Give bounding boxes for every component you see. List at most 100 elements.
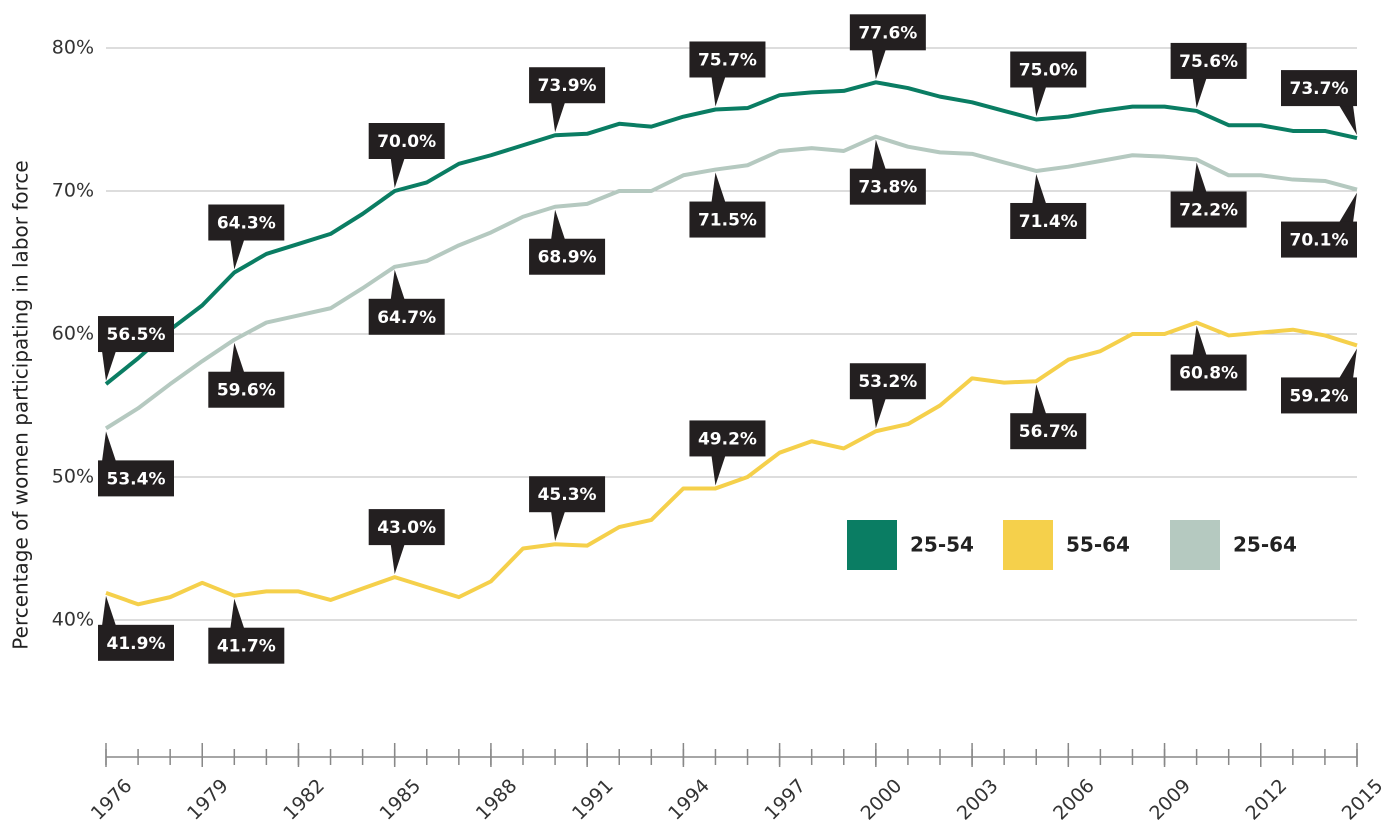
data-label: 75.0% bbox=[1019, 61, 1078, 81]
data-label: 70.1% bbox=[1290, 231, 1349, 251]
callout-box bbox=[849, 168, 926, 205]
callout: 43.0% bbox=[368, 509, 445, 575]
callout-pointer bbox=[871, 49, 886, 80]
callout-box bbox=[1010, 202, 1087, 239]
callout-pointer bbox=[390, 158, 405, 188]
callout-box bbox=[1170, 191, 1247, 228]
callout-box bbox=[98, 460, 174, 497]
legend-label: 25-54 bbox=[910, 533, 974, 557]
data-label: 71.4% bbox=[1019, 212, 1078, 232]
data-label: 49.2% bbox=[698, 429, 757, 449]
callout-pointer bbox=[1192, 325, 1207, 356]
legend-label: 55-64 bbox=[1066, 533, 1130, 557]
data-label: 45.3% bbox=[538, 485, 597, 505]
x-tick-label: 1976 bbox=[87, 775, 137, 825]
callout-pointer bbox=[871, 398, 886, 429]
x-tick-label: 1991 bbox=[568, 775, 618, 825]
callout-box bbox=[368, 123, 445, 159]
y-tick-label: 60% bbox=[52, 323, 94, 345]
data-label: 41.7% bbox=[217, 637, 276, 657]
callout: 68.9% bbox=[529, 209, 606, 275]
x-tick-label: 1985 bbox=[375, 775, 425, 825]
callout: 53.4% bbox=[98, 431, 174, 497]
callout-pointer bbox=[1339, 348, 1357, 379]
callout-box bbox=[849, 14, 926, 51]
data-label: 59.6% bbox=[217, 381, 276, 401]
x-tick-label: 1979 bbox=[183, 775, 233, 825]
callout: 70.0% bbox=[368, 123, 445, 188]
callout: 72.2% bbox=[1170, 162, 1247, 228]
callout-pointer bbox=[230, 239, 245, 270]
callout-pointer bbox=[230, 598, 245, 629]
data-label: 64.3% bbox=[217, 214, 276, 234]
data-label: 53.4% bbox=[107, 469, 166, 489]
callout-pointer bbox=[551, 209, 566, 240]
callout: 64.3% bbox=[208, 204, 285, 270]
legend-swatch bbox=[1003, 520, 1053, 570]
callout: 41.9% bbox=[98, 595, 174, 661]
x-tick-label: 1997 bbox=[760, 775, 810, 825]
data-label: 59.2% bbox=[1290, 386, 1349, 406]
data-label: 43.0% bbox=[377, 518, 436, 538]
callout: 75.7% bbox=[689, 41, 766, 107]
y-tick-label: 50% bbox=[52, 466, 94, 488]
callout-pointer bbox=[1339, 105, 1357, 136]
callout: 77.6% bbox=[849, 14, 926, 80]
x-tick-label: 1988 bbox=[472, 775, 522, 825]
callout-box bbox=[1010, 51, 1087, 88]
callout-pointer bbox=[1032, 173, 1047, 204]
x-tick-label: 2003 bbox=[953, 775, 1003, 825]
data-label: 56.5% bbox=[107, 325, 166, 345]
x-tick-label: 2009 bbox=[1145, 775, 1195, 825]
callout-pointer bbox=[1032, 86, 1047, 117]
callout: 70.1% bbox=[1281, 192, 1357, 258]
callout: 71.5% bbox=[689, 172, 766, 238]
callout-box bbox=[689, 41, 766, 78]
callout-box bbox=[1010, 413, 1087, 450]
series-line bbox=[105, 320, 1358, 607]
callout: 73.7% bbox=[1281, 70, 1357, 136]
data-label: 70.0% bbox=[377, 132, 436, 152]
y-axis-label: Percentage of women participating in lab… bbox=[9, 160, 33, 649]
callout-box bbox=[849, 363, 926, 400]
callout-box bbox=[689, 420, 766, 457]
callout-pointer bbox=[711, 76, 726, 107]
callout-box bbox=[98, 316, 174, 353]
callout: 73.9% bbox=[529, 67, 606, 133]
y-tick-label: 40% bbox=[52, 609, 94, 631]
data-label: 73.9% bbox=[538, 76, 597, 96]
data-label: 64.7% bbox=[377, 308, 436, 328]
callout-pointer bbox=[871, 139, 886, 170]
callout-box bbox=[208, 204, 285, 241]
callout: 59.2% bbox=[1281, 348, 1357, 414]
data-label: 53.2% bbox=[858, 372, 917, 392]
callout-box bbox=[368, 509, 445, 546]
callout: 73.8% bbox=[849, 139, 926, 205]
x-tick-label: 2015 bbox=[1338, 775, 1382, 825]
series-line bbox=[104, 80, 1358, 386]
callout: 45.3% bbox=[529, 476, 606, 542]
x-tick-label: 2000 bbox=[857, 775, 907, 825]
x-tick-label: 1994 bbox=[664, 775, 714, 825]
callout-box bbox=[1170, 354, 1247, 391]
callout: 60.8% bbox=[1170, 325, 1247, 391]
callout-pointer bbox=[1192, 162, 1207, 193]
callout-pointer bbox=[102, 351, 116, 382]
callout-pointer bbox=[551, 102, 566, 133]
y-tick-label: 70% bbox=[52, 180, 94, 202]
data-label: 60.8% bbox=[1179, 364, 1238, 384]
callout-box bbox=[98, 624, 174, 661]
data-label: 75.6% bbox=[1179, 52, 1238, 72]
legend-swatch bbox=[1170, 520, 1220, 570]
callout-box bbox=[1281, 221, 1357, 258]
y-tick-label: 80% bbox=[52, 37, 94, 59]
callout-box bbox=[1281, 70, 1357, 107]
callout-pointer bbox=[102, 431, 116, 462]
callout-box bbox=[1281, 377, 1357, 414]
callout: 53.2% bbox=[849, 363, 926, 429]
callout-pointer bbox=[1192, 77, 1207, 108]
data-label: 41.9% bbox=[107, 634, 166, 654]
data-label: 77.6% bbox=[858, 23, 917, 43]
x-tick-label: 2006 bbox=[1049, 775, 1099, 825]
